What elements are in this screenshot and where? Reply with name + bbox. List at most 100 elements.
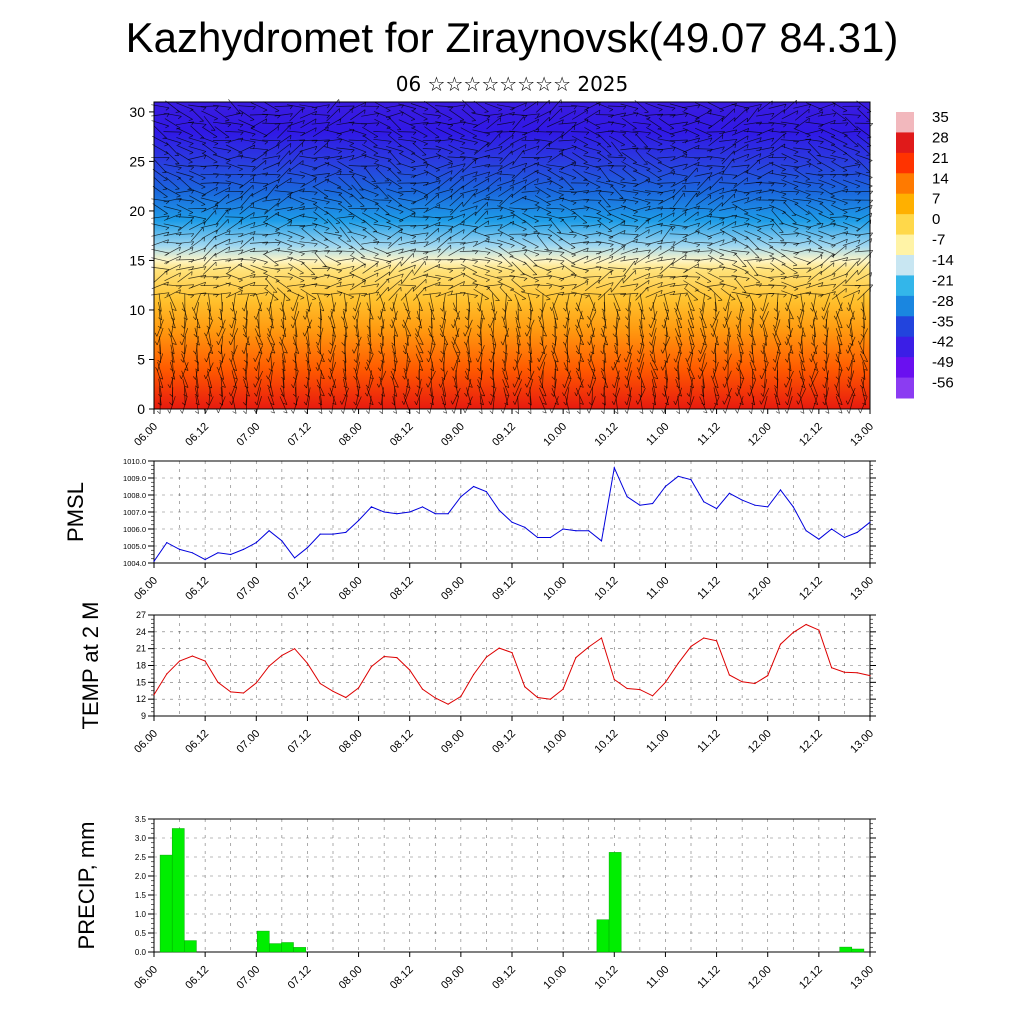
wind-barb [676, 353, 682, 371]
wind-barb [576, 370, 584, 388]
wind-barb [336, 250, 355, 253]
wind-barb [861, 302, 867, 320]
wind-barb [422, 215, 441, 219]
wind-barb-flag [169, 402, 173, 406]
wind-barb-flag [376, 263, 378, 268]
wind-barb [487, 133, 500, 148]
wind-barb-flag [596, 143, 601, 146]
wind-barb [349, 145, 367, 153]
x-tick-label: 06.12 [183, 575, 211, 603]
wind-barb [774, 395, 780, 414]
wind-barb-flag [806, 194, 811, 197]
wind-barb-flag [241, 350, 245, 354]
wind-barb-flag [822, 342, 826, 346]
wind-barb [794, 203, 810, 214]
data-point [370, 666, 372, 668]
wind-barb [571, 291, 589, 297]
wind-barb-flag [524, 115, 528, 119]
wind-barb-flag [522, 228, 527, 232]
wind-barb [249, 250, 268, 252]
wind-barb-flag [833, 291, 836, 296]
wind-barb-flag [215, 105, 219, 110]
wind-barb [570, 198, 589, 202]
wind-barb [805, 249, 824, 253]
wind-barb [337, 202, 353, 215]
wind-barb-flag [177, 210, 182, 214]
wind-barb-flag [413, 264, 416, 269]
wind-barb-flag [411, 168, 416, 172]
wind-barb-flag [190, 295, 194, 299]
x-tick-label: 07.00 [234, 575, 262, 603]
wind-barb-flag [254, 401, 258, 406]
wind-barb [633, 229, 650, 240]
wind-barb [517, 395, 520, 414]
wind-barb-flag [624, 410, 628, 414]
wind-barb-flag [221, 385, 226, 388]
wind-barb [398, 240, 416, 246]
wind-barb [391, 293, 398, 312]
wind-barb [324, 207, 342, 211]
data-point [741, 681, 743, 683]
data-point [485, 491, 487, 493]
wind-barb-flag [215, 210, 217, 215]
wind-barb [349, 280, 366, 291]
wind-barb [188, 266, 207, 271]
wind-barb [403, 310, 411, 329]
wind-barb-flag [474, 250, 479, 255]
wind-barb [410, 256, 428, 264]
wind-barb [657, 147, 676, 151]
wind-barb [511, 279, 526, 292]
wind-barb-flag [756, 281, 761, 284]
wind-barb-flag [275, 110, 280, 113]
wind-barb [712, 327, 719, 346]
wind-barb-flag [477, 367, 481, 372]
data-point [856, 531, 858, 534]
wind-barb-flag [633, 211, 638, 215]
wind-barb [188, 281, 206, 289]
wind-barb [745, 159, 760, 173]
wind-barb [189, 221, 206, 231]
wind-barb [855, 212, 872, 222]
wind-barb-flag [524, 136, 527, 141]
x-tick-label: 10.12 [592, 964, 620, 992]
wind-barb [831, 101, 848, 112]
wind-barb [361, 212, 379, 222]
wind-barb [238, 109, 255, 120]
wind-barb-flag [313, 176, 317, 180]
wind-barb-flag [624, 384, 628, 389]
wind-barb [448, 246, 465, 257]
wind-barb [424, 126, 440, 138]
wind-barb [845, 261, 858, 276]
wind-barb-flag [337, 263, 342, 266]
wind-barb [338, 176, 353, 190]
wind-barb [657, 282, 676, 288]
wind-barb [267, 396, 275, 414]
wind-barb-flag [195, 411, 199, 414]
wind-barb-flag [673, 400, 676, 405]
wind-barb [276, 159, 291, 173]
wind-barb [817, 155, 836, 160]
wind-barb [731, 291, 750, 296]
wind-barb-flag [403, 367, 407, 372]
wind-barb [455, 370, 458, 389]
wind-barb [756, 128, 774, 136]
wind-barb [398, 173, 417, 176]
heatmap-y-tick-label: 0 [137, 401, 145, 417]
wind-barb [608, 179, 626, 187]
wind-barb-flag [635, 234, 639, 238]
wind-barb [239, 236, 254, 249]
wind-barb [843, 246, 860, 256]
wind-barb [231, 387, 237, 405]
wind-barb-flag [154, 341, 158, 346]
wind-barb [245, 395, 248, 414]
wind-barb [672, 192, 685, 208]
wind-barb [484, 207, 503, 210]
wind-barb-flag [623, 205, 626, 210]
wind-barb-flag [172, 309, 177, 311]
x-tick-label: 08.00 [337, 728, 365, 756]
wind-barb [237, 273, 256, 280]
wind-barb-flag [549, 181, 553, 185]
wind-barb [856, 126, 872, 138]
wind-barb [768, 199, 787, 201]
wind-barb [739, 370, 742, 389]
